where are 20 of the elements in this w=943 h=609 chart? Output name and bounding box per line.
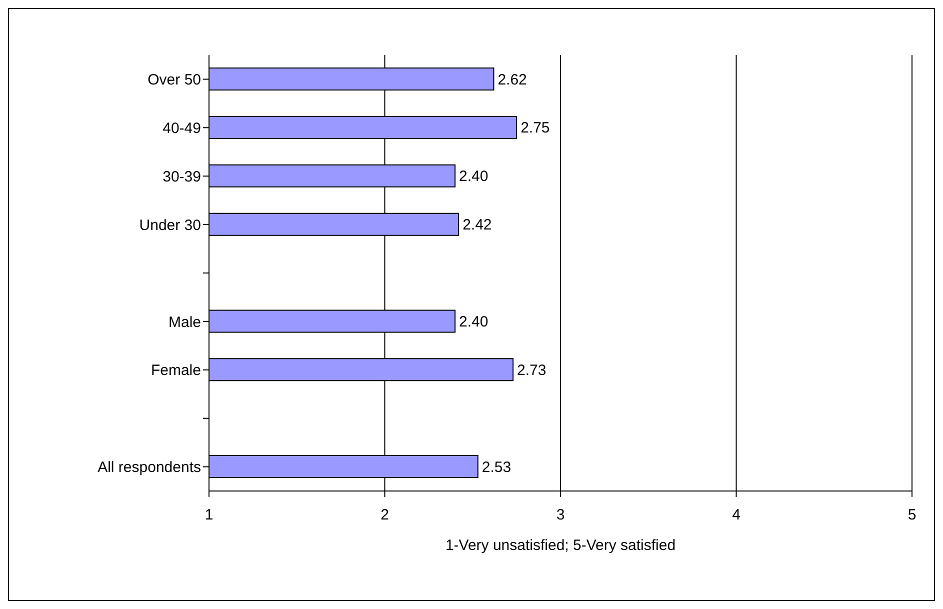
y-tick-label: Under 30 [139, 216, 201, 234]
x-axis-title: 1-Very unsatisfied; 5-Very satisfied [445, 537, 676, 554]
x-tick-label: 4 [732, 506, 740, 524]
data-label: 2.62 [498, 71, 527, 88]
x-tick-label: 3 [556, 506, 565, 524]
y-tick-label: 40-49 [162, 120, 201, 137]
y-tick-label: 30-39 [162, 168, 201, 186]
y-tick-label: Over 50 [148, 72, 201, 89]
x-tick-label: 2 [380, 506, 389, 524]
data-label: 2.53 [482, 458, 512, 476]
y-tick-label: Female [150, 362, 201, 380]
data-label: 2.40 [459, 168, 488, 186]
data-label: 2.40 [459, 313, 488, 330]
data-label: 2.75 [520, 120, 550, 137]
x-tick-label: 1 [204, 506, 214, 524]
data-label: 2.73 [517, 362, 546, 379]
data-label: 2.42 [462, 216, 492, 234]
y-tick-label: All respondents [98, 459, 201, 476]
x-tick-label: 5 [908, 506, 916, 524]
y-tick-label: Male [168, 314, 201, 331]
